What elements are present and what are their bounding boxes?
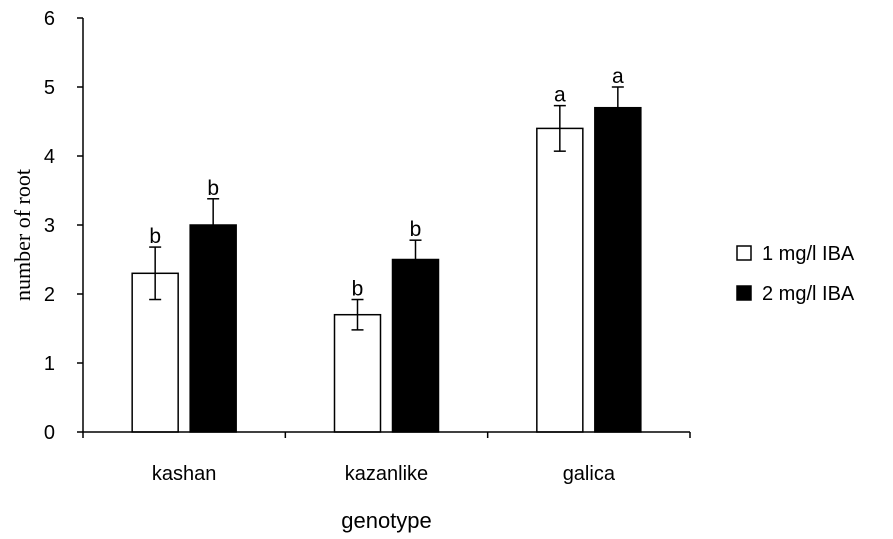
x-tick-label: kashan [152,463,217,485]
y-tick-label: 1 [44,353,55,375]
x-tick-label: kazanlike [345,463,428,485]
legend-label: 2 mg/l IBA [762,283,855,305]
y-tick-label: 6 [44,8,55,30]
x-axis-title: genotype [341,508,432,533]
y-tick-label: 4 [44,146,55,168]
y-ticks: 0 1 2 3 4 5 6 [44,8,83,444]
bar-0-1 [189,224,237,433]
error-bars-layer [149,86,624,331]
significance-label: b [352,278,364,301]
y-axis-title: number of root [10,169,35,301]
x-tick-label: galica [563,463,616,485]
bar-2-0 [536,127,584,433]
y-tick-label: 2 [44,284,55,306]
significance-label: a [554,84,566,107]
bar-1-1 [391,258,440,433]
legend: 1 mg/l IBA 2 mg/l IBA [736,243,855,305]
legend-swatch [736,245,752,261]
significance-label: b [207,177,219,200]
legend-swatch [736,285,752,301]
significance-label: b [149,225,161,248]
y-tick-label: 5 [44,77,55,99]
bar-2-1 [594,106,642,433]
y-tick-label: 3 [44,215,55,237]
data-labels-layer: b b a b b a [149,65,624,301]
y-tick-label: 0 [44,422,55,444]
significance-label: a [612,65,624,88]
x-ticks: kashan kazanlike galica [82,432,691,485]
bars-layer [131,106,642,433]
legend-label: 1 mg/l IBA [762,243,855,265]
significance-label: b [410,218,422,241]
bar-1-0 [333,313,382,433]
